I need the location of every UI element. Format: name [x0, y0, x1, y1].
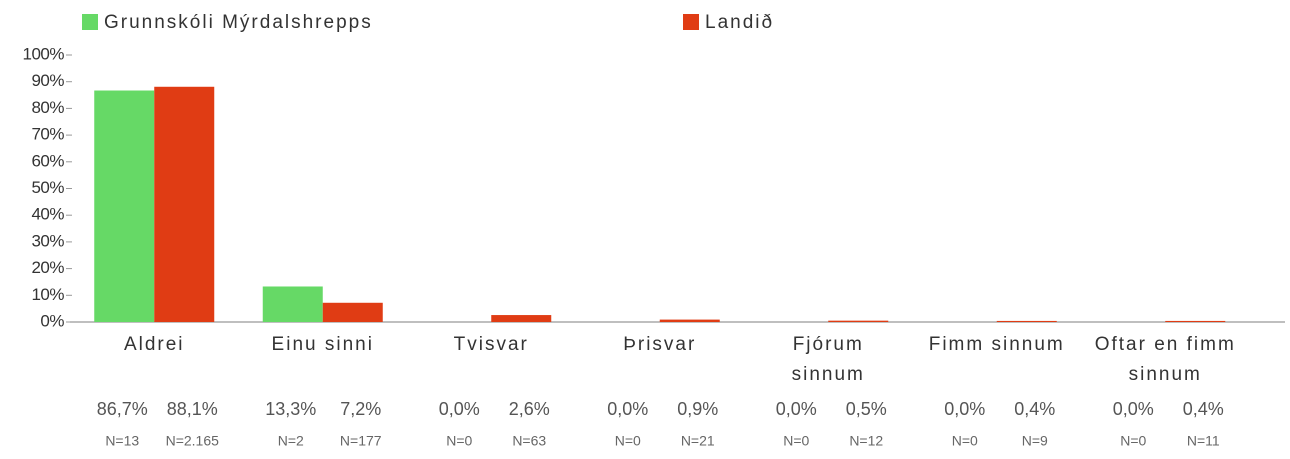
x-tick-label: Aldrei — [123, 334, 185, 355]
bar — [491, 315, 552, 322]
x-tick-label: Fimm sinnum — [928, 334, 1065, 355]
value-label: 0,0% — [944, 399, 985, 419]
value-label: 0,0% — [607, 399, 648, 419]
x-tick-label: Einu sinni — [271, 334, 374, 355]
x-tick-label: Oftar en fimm sinnum — [1094, 334, 1236, 385]
legend-swatch — [683, 14, 699, 30]
x-tick-label: Þrisvar — [623, 334, 697, 355]
bar — [659, 319, 720, 322]
n-label: N=21 — [681, 433, 715, 449]
value-label: 0,0% — [776, 399, 817, 419]
x-tick-label: Fjórum sinnum — [791, 334, 865, 385]
bar — [94, 90, 155, 322]
legend-swatch — [82, 14, 98, 30]
n-label: N=0 — [952, 433, 978, 449]
bar — [1165, 320, 1226, 322]
n-label: N=2 — [278, 433, 304, 449]
n-label: N=63 — [512, 433, 546, 449]
n-label: N=0 — [615, 433, 641, 449]
y-tick-label: 80% — [31, 98, 64, 117]
legend-label: Landið — [705, 12, 774, 33]
x-tick-label: Tvisvar — [453, 334, 529, 355]
n-label: N=177 — [340, 433, 382, 449]
value-label: 7,2% — [340, 399, 381, 419]
value-label: 13,3% — [265, 399, 316, 419]
y-tick-label: 60% — [31, 151, 64, 170]
y-tick-label: 0% — [40, 311, 64, 330]
value-label: 2,6% — [509, 399, 550, 419]
n-label: N=2.165 — [166, 433, 220, 449]
n-label: N=13 — [105, 433, 139, 449]
value-label: 0,4% — [1014, 399, 1055, 419]
n-label: N=0 — [783, 433, 809, 449]
bar — [154, 86, 215, 322]
bar — [828, 320, 889, 322]
value-label: 0,0% — [1113, 399, 1154, 419]
y-tick-label: 40% — [31, 205, 64, 224]
n-label: N=0 — [446, 433, 472, 449]
y-tick-label: 30% — [31, 231, 64, 250]
value-label: 0,4% — [1183, 399, 1224, 419]
value-label: 0,5% — [846, 399, 887, 419]
y-tick-label: 10% — [31, 285, 64, 304]
y-tick-label: 20% — [31, 258, 64, 277]
bar — [262, 286, 323, 322]
y-tick-label: 90% — [31, 71, 64, 90]
y-tick-label: 100% — [23, 44, 65, 63]
n-label: N=11 — [1187, 433, 1220, 449]
bar — [322, 302, 383, 322]
n-label: N=0 — [1120, 433, 1146, 449]
legend-label: Grunnskóli Mýrdalshrepps — [104, 12, 373, 33]
value-label: 0,0% — [439, 399, 480, 419]
y-tick-label: 50% — [31, 178, 64, 197]
n-label: N=9 — [1022, 433, 1048, 449]
value-label: 88,1% — [167, 399, 218, 419]
value-label: 0,9% — [677, 399, 718, 419]
y-tick-label: 70% — [31, 125, 64, 144]
n-label: N=12 — [849, 433, 883, 449]
bar — [996, 320, 1057, 322]
value-label: 86,7% — [97, 399, 148, 419]
